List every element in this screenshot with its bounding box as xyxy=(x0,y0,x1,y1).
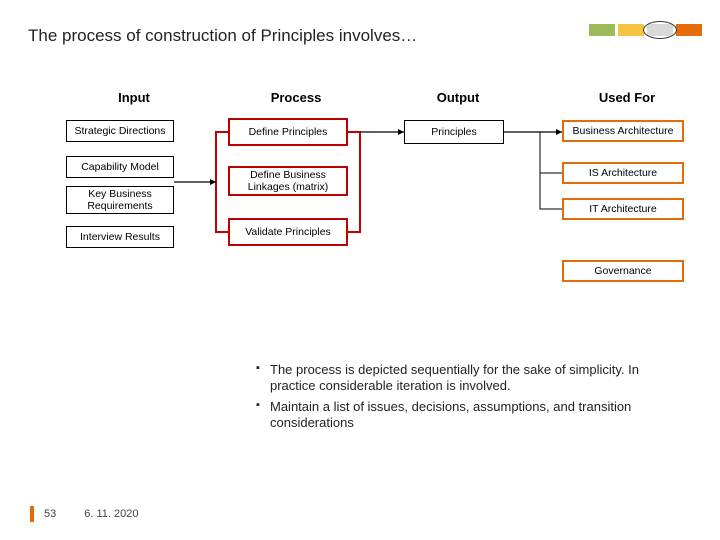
notes-bullets: The process is depicted sequentially for… xyxy=(256,362,676,435)
crumb-input xyxy=(618,24,644,36)
page-title: The process of construction of Principle… xyxy=(28,26,417,46)
process-diagram: Input Process Output Used For Strategic … xyxy=(0,90,720,310)
input-box-kbr: Key Business Requirements xyxy=(66,186,174,214)
crumb-highlight-circle xyxy=(643,21,677,39)
crumb-process xyxy=(647,24,673,36)
input-box-capability: Capability Model xyxy=(66,156,174,178)
bullet-item: Maintain a list of issues, decisions, as… xyxy=(256,399,676,432)
footer-accent xyxy=(30,506,34,522)
usedfor-box-gov: Governance xyxy=(562,260,684,282)
usedfor-box-it: IT Architecture xyxy=(562,198,684,220)
col-header-output: Output xyxy=(404,90,512,105)
process-box-validate: Validate Principles xyxy=(228,218,348,246)
input-box-strategic: Strategic Directions xyxy=(66,120,174,142)
process-box-linkages: Define Business Linkages (matrix) xyxy=(228,166,348,196)
input-box-interview: Interview Results xyxy=(66,226,174,248)
col-header-input: Input xyxy=(80,90,188,105)
page-number: 53 xyxy=(44,508,56,520)
slide-footer: 53 6. 11. 2020 xyxy=(30,506,138,522)
col-header-usedfor: Used For xyxy=(566,90,688,105)
process-box-define: Define Principles xyxy=(228,118,348,146)
output-box-principles: Principles xyxy=(404,120,504,144)
bullet-item: The process is depicted sequentially for… xyxy=(256,362,676,395)
col-header-process: Process xyxy=(242,90,350,105)
crumb-introduction xyxy=(589,24,615,36)
usedfor-box-is: IS Architecture xyxy=(562,162,684,184)
breadcrumb xyxy=(589,24,702,36)
footer-date: 6. 11. 2020 xyxy=(84,508,138,520)
usedfor-box-business: Business Architecture xyxy=(562,120,684,142)
crumb-output xyxy=(676,24,702,36)
